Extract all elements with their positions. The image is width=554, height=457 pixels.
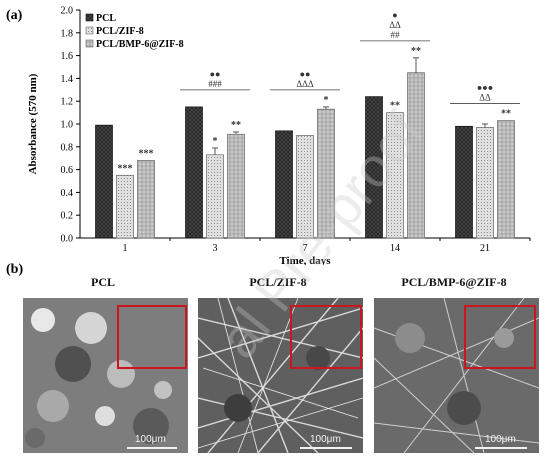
y-tick-label: 0.2: [61, 211, 74, 222]
y-tick-label: 1.0: [61, 120, 74, 131]
bar: [407, 72, 425, 239]
significance-marker: *: [213, 136, 218, 147]
significance-marker: **: [501, 109, 511, 120]
scale-bar-pcl-bmp6-zif8: [475, 447, 527, 449]
significance-marker: **: [231, 120, 241, 131]
bar: [476, 127, 494, 239]
group-annotation: ●●: [300, 69, 311, 79]
group-annotation: ●●●: [477, 83, 493, 93]
x-axis-title: Time, days: [279, 255, 331, 265]
y-tick-label: 2.0: [61, 6, 74, 17]
sem-title-pcl-bmp6-zif8: PCL/BMP-6@ZIF-8: [401, 275, 507, 289]
scale-label-pcl: 100μm: [135, 434, 166, 445]
significance-marker: ***: [118, 163, 133, 174]
y-tick-label: 1.2: [61, 97, 74, 108]
bar: [137, 160, 155, 239]
y-tick-label: 0.4: [61, 188, 74, 199]
group-annotation: ●: [392, 10, 397, 20]
absorbance-bar-chart: 0.0 0.2 0.4 0.6 0.8 1.0 1.2 1.4 1.6 1.8 2.0 1 3 7 14 21…: [27, 6, 531, 265]
bar: [296, 135, 314, 239]
chart-legend: PCL PCL/ZIF-8 PCL/BMP-6@ZIF-8: [85, 13, 184, 50]
bar: [227, 133, 245, 239]
chart-labels: Absorbance (570 nm)Time, days*********##…: [27, 10, 520, 265]
legend-label: PCL/BMP-6@ZIF-8: [96, 39, 184, 50]
chart-bars: [95, 57, 515, 239]
scale-bar-pcl: [127, 447, 177, 449]
bar: [386, 112, 404, 239]
legend-swatch: [85, 26, 94, 35]
group-annotation: ΔΔΔ: [296, 79, 314, 89]
x-tick-label: 7: [303, 243, 308, 254]
group-annotation: ##: [391, 30, 401, 40]
significance-marker: **: [411, 46, 421, 57]
bar: [317, 108, 335, 239]
x-tick-label: 14: [390, 243, 400, 254]
panel-b-label: (b): [6, 262, 24, 277]
sem-title-pcl-zif8: PCL/ZIF-8: [249, 275, 307, 289]
significance-marker: *: [324, 95, 329, 106]
x-tick-label: 21: [480, 243, 490, 254]
y-tick-label: 1.4: [61, 74, 74, 85]
bar: [206, 154, 224, 239]
scale-label-pcl-bmp6-zif8: 100μm: [485, 434, 516, 445]
legend-swatch: [85, 13, 94, 22]
sem-title-pcl: PCL: [91, 275, 115, 289]
bar: [365, 96, 383, 239]
y-axis-title: Absorbance (570 nm): [27, 73, 39, 174]
legend-swatch: [85, 39, 94, 48]
legend-label: PCL/ZIF-8: [96, 26, 144, 37]
significance-marker: ***: [139, 148, 154, 159]
scale-label-pcl-zif8: 100μm: [310, 434, 341, 445]
y-tick-label: 1.6: [61, 51, 74, 62]
panel-a-label: (a): [6, 8, 23, 23]
group-annotation: ###: [208, 79, 222, 89]
y-tick-label: 1.8: [61, 28, 74, 39]
sem-image-pcl-zif8: [198, 298, 363, 453]
y-tick-label: 0.6: [61, 165, 74, 176]
bar: [116, 174, 134, 239]
sem-inset-pcl-zif8: [290, 305, 362, 369]
sem-inset-pcl: [117, 305, 187, 369]
x-tick-label: 3: [213, 243, 218, 254]
bar: [497, 120, 515, 239]
sem-image-pcl: [23, 298, 188, 453]
bar: [95, 124, 113, 239]
group-annotation: ΔΔ: [389, 20, 401, 30]
bar: [275, 130, 293, 239]
bar: [185, 106, 203, 239]
legend-label: PCL: [96, 13, 116, 24]
y-tick-label: 0.0: [61, 234, 74, 245]
y-tick-label: 0.8: [61, 142, 74, 153]
x-tick-label: 1: [123, 243, 128, 254]
bar: [455, 125, 473, 239]
sem-image-pcl-bmp6-zif8: [374, 298, 539, 453]
chart-axes: 0.0 0.2 0.4 0.6 0.8 1.0 1.2 1.4 1.6 1.8 2.0 1 3 7 14 21: [61, 6, 531, 254]
scale-bar-pcl-zif8: [300, 447, 352, 449]
group-annotation: ●●: [210, 69, 221, 79]
significance-marker: **: [390, 101, 400, 112]
group-annotation: ΔΔ: [479, 93, 491, 103]
sem-inset-pcl-bmp6-zif8: [464, 305, 536, 369]
